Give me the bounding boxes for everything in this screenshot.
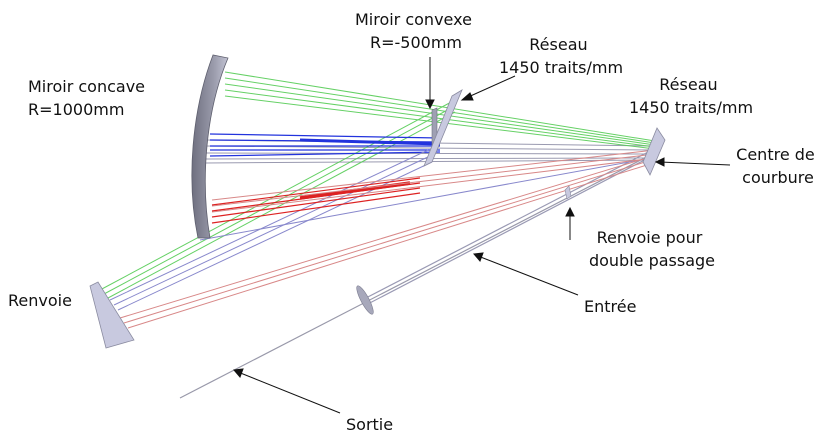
annotation-arrows <box>233 57 731 414</box>
label-fold-mirror: Renvoie <box>8 291 72 310</box>
label-center-of-curvature: Centre de courbure <box>736 145 820 187</box>
label-grating-2: Réseau 1450 traits/mm <box>629 75 753 117</box>
beam-group-lavender <box>109 149 641 311</box>
label-input: Entrée <box>584 297 636 316</box>
label-output: Sortie <box>346 415 393 434</box>
beam-output-line <box>179 149 661 399</box>
beam-group-green <box>99 71 656 299</box>
beam-input-line-2 <box>363 153 657 307</box>
label-convex-mirror: Miroir convexe R=-500mm <box>355 10 477 52</box>
fold-mirror-double-pass <box>564 185 572 200</box>
fold-mirror <box>89 281 135 349</box>
grating-2 <box>642 127 666 176</box>
label-concave-mirror: Miroir concave R=1000mm <box>28 77 150 119</box>
label-grating-1: Réseau 1450 traits/mm <box>499 35 623 77</box>
beam-group-red <box>211 177 421 224</box>
concave-mirror <box>191 54 229 239</box>
beam-group-pink <box>119 149 656 329</box>
label-fold-double-pass: Renvoie pour double passage <box>589 228 715 270</box>
grating-1 <box>423 89 463 167</box>
beam-group-blue <box>209 133 441 157</box>
input-lens <box>356 285 374 315</box>
